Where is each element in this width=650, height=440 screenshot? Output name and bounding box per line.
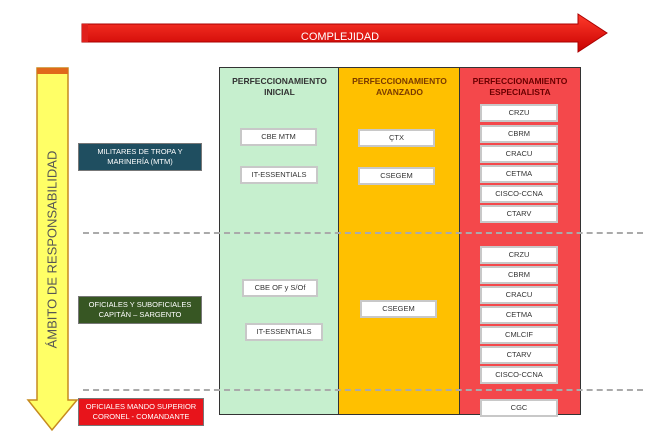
course-box: CRACU (480, 286, 558, 304)
row-label-line: CORONEL - COMANDANTE (92, 412, 190, 421)
column-subtitle: AVANZADO (376, 87, 423, 97)
column-subtitle: INICIAL (264, 87, 295, 97)
row-label-line: OFICIALES Y SUBOFICIALES (88, 300, 192, 309)
course-box: IT-ESSENTIALS (240, 166, 318, 184)
complexity-label: COMPLEJIDAD (300, 31, 380, 43)
course-box: CBE OF y S/Of (242, 279, 318, 297)
responsibility-arrow (26, 67, 79, 432)
course-box: CTARV (480, 205, 558, 223)
row-label-line: OFICIALES MANDO SUPERIOR (85, 402, 197, 411)
column-title: PERFECCIONAMIENTO (472, 76, 568, 86)
course-box: CBRM (480, 266, 558, 284)
course-box: ÇTX (358, 129, 435, 147)
course-box: IT-ESSENTIALS (245, 323, 323, 341)
row-label-oficiales: OFICIALES Y SUBOFICIALES CAPITÁN – SARGEN… (78, 296, 202, 324)
column-avanzado: PERFECCIONAMIENTO AVANZADO (338, 67, 461, 415)
course-box: CBE MTM (240, 128, 317, 146)
column-inicial: PERFECCIONAMIENTO INICIAL (219, 67, 340, 415)
course-box: CISCO-CCNA (480, 185, 558, 203)
course-box: CRZU (480, 246, 558, 264)
course-box: CRACU (480, 145, 558, 163)
row-label-mtm: MILITARES DE TROPA Y MARINERÍA (MTM) (78, 143, 202, 171)
course-box: CMLCIF (480, 326, 558, 344)
column-title: PERFECCIONAMIENTO (232, 76, 327, 86)
row-divider (83, 389, 643, 391)
column-subtitle: ESPECIALISTA (489, 87, 551, 97)
column-title: PERFECCIONAMIENTO (352, 76, 447, 86)
course-box: CSEGEM (360, 300, 437, 318)
course-box: CRZU (480, 104, 558, 122)
course-box: CETMA (480, 306, 558, 324)
row-label-line: MARINERÍA (MTM) (107, 157, 173, 166)
course-box: CETMA (480, 165, 558, 183)
course-box: CGC (480, 399, 558, 417)
row-label-line: MILITARES DE TROPA Y (97, 147, 183, 156)
responsibility-label: ÁMBITO DE RESPONSABILIDAD (44, 150, 60, 349)
course-box: CSEGEM (358, 167, 435, 185)
row-divider (83, 232, 643, 234)
course-box: CISCO-CCNA (480, 366, 558, 384)
complexity-arrow (81, 13, 608, 53)
row-label-line: CAPITÁN – SARGENTO (98, 310, 182, 319)
course-box: CTARV (480, 346, 558, 364)
course-box: CBRM (480, 125, 558, 143)
row-label-mando-superior: OFICIALES MANDO SUPERIOR CORONEL - COMAND… (78, 398, 204, 426)
